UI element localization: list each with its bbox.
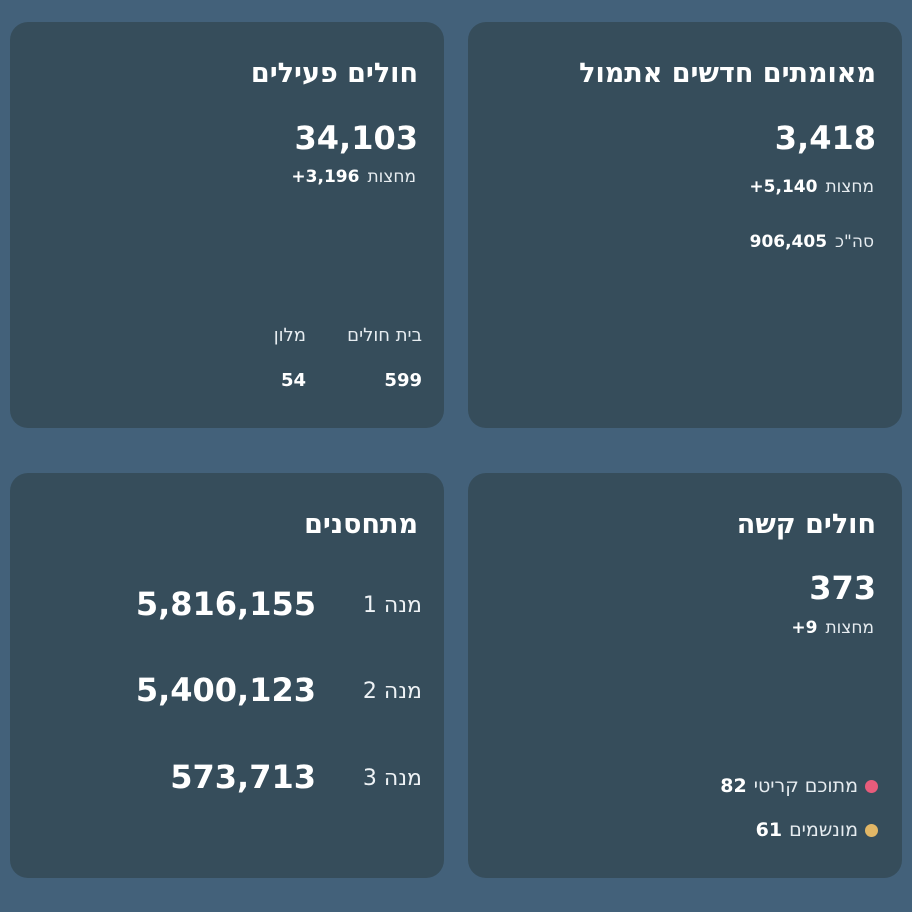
critical-value: 82: [720, 775, 747, 797]
dose-row: מנה 2 5,400,123: [122, 671, 422, 711]
critical-label: מתוכם קריטי: [753, 775, 858, 797]
active-value: 34,103: [294, 119, 418, 157]
confirmed-since-midnight: מחצות +5,140: [749, 177, 874, 197]
pink-dot-icon: [865, 779, 878, 793]
severe-title: חולים קשה: [736, 509, 876, 540]
since-midnight-value: +3,196: [291, 167, 360, 187]
total-label: סה"כ: [835, 232, 874, 252]
active-card: חולים פעילים 34,103 מחצות +3,196 בית חול…: [10, 22, 444, 428]
since-midnight-value: +9: [791, 618, 818, 638]
hotel-value: 54: [280, 370, 306, 391]
dose-value: 5,400,123: [135, 671, 316, 709]
confirmed-card: מאומתים חדשים אתמול 3,418 מחצות +5,140 ס…: [468, 22, 902, 428]
severe-value: 373: [809, 569, 876, 607]
hospital-label: בית חולים: [347, 325, 422, 346]
since-midnight-label: מחצות: [367, 167, 416, 187]
dose-label: מנה 3: [362, 766, 422, 791]
severe-since-midnight: מחצות +9: [791, 618, 874, 638]
dose-value: 5,816,155: [135, 585, 316, 623]
ventilated-value: 61: [755, 819, 783, 841]
total-value: 906,405: [749, 232, 828, 252]
dose-row: מנה 3 573,713: [122, 758, 422, 798]
ventilated-legend: מונשמים 61: [756, 819, 878, 841]
hospital-value: 599: [384, 370, 422, 391]
severe-card: חולים קשה 373 מחצות +9 מתוכם קריטי 82 מו…: [468, 473, 902, 878]
active-since-midnight: מחצות +3,196: [291, 167, 416, 187]
since-midnight-label: מחצות: [825, 618, 874, 638]
hotel-label: מלון: [273, 325, 306, 346]
dose-label: מנה 1: [362, 593, 422, 618]
dose-row: מנה 1 5,816,155: [122, 585, 422, 625]
since-midnight-value: +5,140: [749, 177, 818, 197]
vaccinated-card: מתחסנים מנה 1 5,816,155 מנה 2 5,400,123 …: [10, 473, 444, 878]
active-title: חולים פעילים: [250, 58, 418, 89]
dose-label: מנה 2: [362, 679, 422, 704]
confirmed-total: סה"כ 906,405: [750, 232, 874, 252]
dose-value: 573,713: [170, 758, 316, 796]
yellow-dot-icon: [865, 823, 878, 837]
confirmed-value: 3,418: [774, 119, 876, 157]
ventilated-label: מונשמים: [789, 819, 858, 841]
vaccinated-title: מתחסנים: [304, 509, 418, 540]
since-midnight-label: מחצות: [825, 177, 874, 197]
confirmed-title: מאומתים חדשים אתמול: [579, 58, 876, 89]
critical-legend: מתוכם קריטי 82: [720, 775, 878, 797]
